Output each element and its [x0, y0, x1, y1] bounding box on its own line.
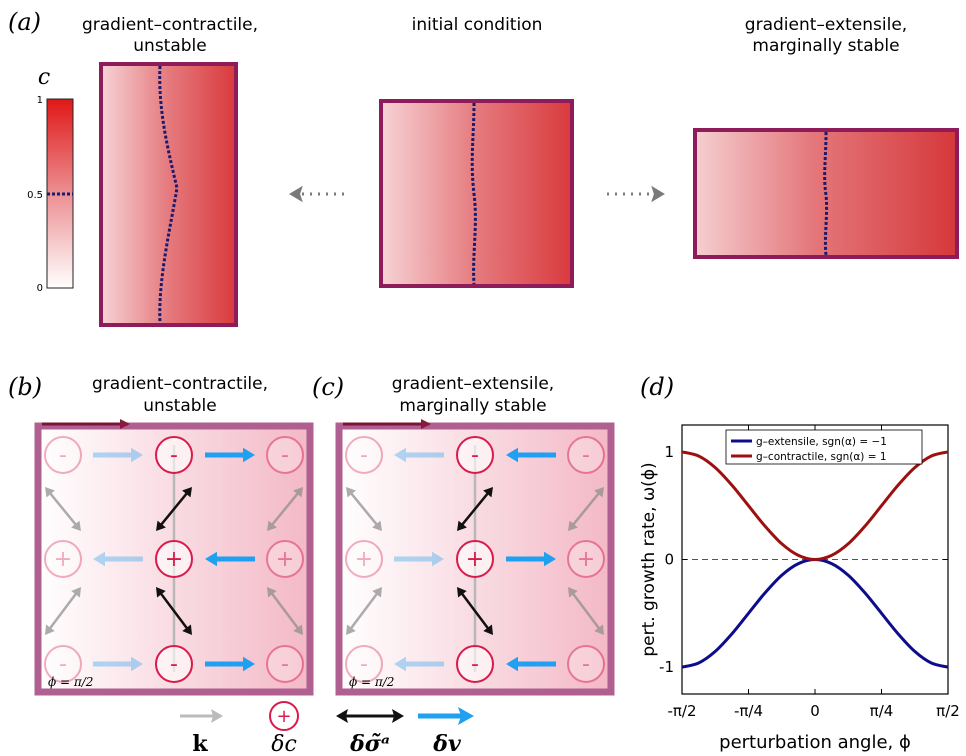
- b-content-dc-sign-r1-c2: +: [267, 541, 303, 577]
- legend-entry-0: g–extensile, sgn(α) = −1: [756, 436, 887, 448]
- svg-text:-: -: [582, 652, 590, 677]
- x-tick-label: π/2: [936, 702, 960, 720]
- left-title-line1: gradient–contractile,: [82, 15, 258, 35]
- c-content-dc-sign-r0-c2: -: [568, 437, 604, 473]
- panel-b-label: (b): [8, 373, 42, 401]
- evolution-arrow-left: [291, 188, 344, 200]
- svg-text:-: -: [170, 443, 178, 468]
- panel-b-title-line2: unstable: [143, 396, 216, 416]
- panel-c: (c) gradient–extensile, marginally stabl…: [312, 373, 611, 692]
- c-content-dc-sign-r0-c0: -: [346, 437, 382, 473]
- c-content-dc-sign-r1-c1: +: [457, 541, 493, 577]
- legend-dc-symbol: +: [276, 706, 291, 727]
- svg-text:-: -: [281, 443, 289, 468]
- colorbar-tick-1: 1: [37, 95, 43, 106]
- bottom-legend: k + δc δσ̃ᵃ δv: [180, 702, 474, 756]
- svg-text:-: -: [59, 443, 67, 468]
- panel-d-label: (d): [640, 373, 674, 401]
- right-title-line2: marginally stable: [752, 36, 899, 56]
- colorbar-tick-05: 0.5: [27, 190, 43, 201]
- chart-legend: g–extensile, sgn(α) = −1 g–contractile, s…: [726, 430, 922, 464]
- y-tick-label: 0: [664, 551, 674, 569]
- b-content-dc-sign-r2-c1: -: [156, 646, 192, 682]
- svg-text:+: +: [466, 547, 484, 572]
- left-title-line2: unstable: [133, 36, 206, 56]
- x-tick-label: -π/4: [734, 702, 763, 720]
- svg-text:-: -: [281, 652, 289, 677]
- svg-text:-: -: [59, 652, 67, 677]
- legend-dc-label: δc: [271, 732, 297, 756]
- b-content-dc-sign-r1-c0: +: [45, 541, 81, 577]
- svg-text:-: -: [471, 443, 479, 468]
- c-content-dc-sign-r1-c0: +: [346, 541, 382, 577]
- legend-dsigma-label: δσ̃ᵃ: [349, 731, 390, 756]
- center-title: initial condition: [412, 15, 543, 35]
- panel-b-title-line1: gradient–contractile,: [92, 374, 268, 394]
- svg-text:+: +: [355, 547, 373, 572]
- panel-b-phi-label: ϕ = π/2: [48, 675, 93, 689]
- y-axis-label: pert. growth rate, ω(ϕ): [639, 462, 659, 656]
- right-title-line1: gradient–extensile,: [745, 15, 907, 35]
- growth-rate-chart: -π/2 -π/4 0 π/4 π/2 -1 0 1 perturbation angle, ϕ…: [639, 425, 960, 753]
- x-tick-label: π/4: [870, 702, 894, 720]
- y-tick-label: 1: [664, 443, 674, 461]
- b-content-dc-sign-r1-c1: +: [156, 541, 192, 577]
- panel-a: (a) gradient–contractile, unstable initi…: [8, 8, 957, 325]
- svg-text:+: +: [54, 547, 72, 572]
- b-content-dc-sign-r0-c0: -: [45, 437, 81, 473]
- c-content-dc-sign-r2-c1: -: [457, 646, 493, 682]
- svg-text:-: -: [582, 443, 590, 468]
- c-content-dc-sign-r2-c2: -: [568, 646, 604, 682]
- svg-text:+: +: [577, 547, 595, 572]
- panel-c-title-line1: gradient–extensile,: [392, 374, 554, 394]
- panel-c-title-line2: marginally stable: [399, 396, 546, 416]
- svg-text:-: -: [360, 443, 368, 468]
- svg-text:+: +: [165, 547, 183, 572]
- svg-text:-: -: [360, 652, 368, 677]
- panel-c-label: (c): [312, 373, 344, 401]
- colorbar: c 1 0.5 0: [27, 65, 73, 294]
- b-content-dc-sign-r2-c2: -: [267, 646, 303, 682]
- panel-b: (b) gradient–contractile, unstable - - - + +…: [8, 373, 310, 692]
- evolution-arrow-right: [607, 188, 663, 200]
- c-content-dc-sign-r0-c1: -: [457, 437, 493, 473]
- panel-a-label: (a): [8, 8, 41, 36]
- legend-k-label: k: [192, 731, 208, 756]
- panel-c-phi-label: ϕ = π/2: [349, 675, 394, 689]
- b-content-dc-sign-r0-c1: -: [156, 437, 192, 473]
- b-content-dc-sign-r0-c2: -: [267, 437, 303, 473]
- c-content-dc-sign-r1-c2: +: [568, 541, 604, 577]
- x-axis-label: perturbation angle, ϕ: [719, 732, 911, 753]
- svg-text:+: +: [276, 547, 294, 572]
- svg-text:-: -: [170, 652, 178, 677]
- initial-domain: [381, 101, 572, 286]
- legend-dv-label: δv: [432, 731, 461, 756]
- panel-d: (d) -π/2 -π/4 0 π/4 π/2 -1 0 1 perturbation angl…: [639, 373, 960, 753]
- x-tick-label: 0: [810, 702, 820, 720]
- x-tick-label: -π/2: [667, 702, 696, 720]
- legend-entry-1: g–contractile, sgn(α) = 1: [756, 451, 887, 463]
- y-tick-label: -1: [659, 658, 674, 676]
- colorbar-variable: c: [38, 65, 50, 90]
- colorbar-tick-0: 0: [37, 283, 43, 294]
- contractile-domain: [101, 64, 236, 325]
- svg-text:-: -: [471, 652, 479, 677]
